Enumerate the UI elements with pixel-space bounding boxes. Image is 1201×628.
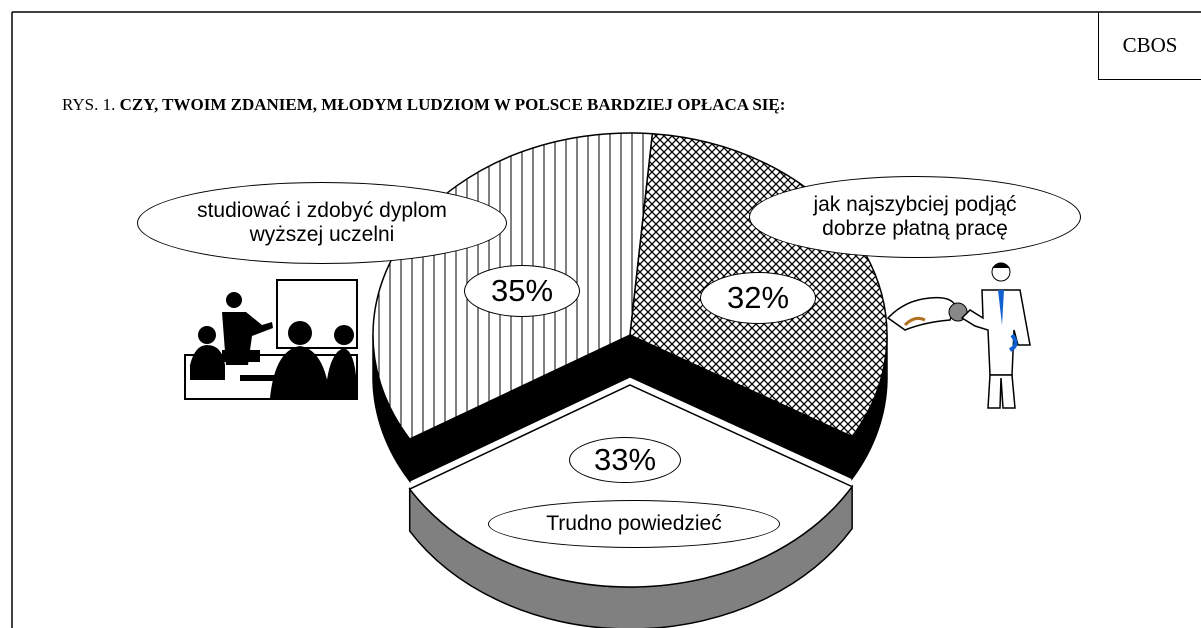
category-label: Trudno powiedzieć — [488, 500, 780, 548]
figure-label: RYS. 1. — [62, 95, 115, 114]
category-label: jak najszybciej podjąć dobrze płatną pra… — [749, 176, 1081, 258]
page: RYS. 1. CZY, TWOIM ZDANIEM, MŁODYM LUDZI… — [0, 0, 1201, 628]
category-label: studiować i zdobyć dyplom wyższej uczeln… — [137, 182, 507, 264]
value-label: 35% — [464, 265, 580, 317]
clipart-classroom — [185, 280, 357, 399]
chart-title-block: RYS. 1. CZY, TWOIM ZDANIEM, MŁODYM LUDZI… — [62, 95, 785, 115]
chart-title: CZY, TWOIM ZDANIEM, MŁODYM LUDZIOM W POL… — [120, 95, 786, 114]
value-label: 32% — [700, 272, 816, 324]
source-label: CBOS — [1098, 12, 1201, 80]
value-label: 33% — [569, 437, 681, 483]
clipart-businessman — [888, 263, 1030, 408]
